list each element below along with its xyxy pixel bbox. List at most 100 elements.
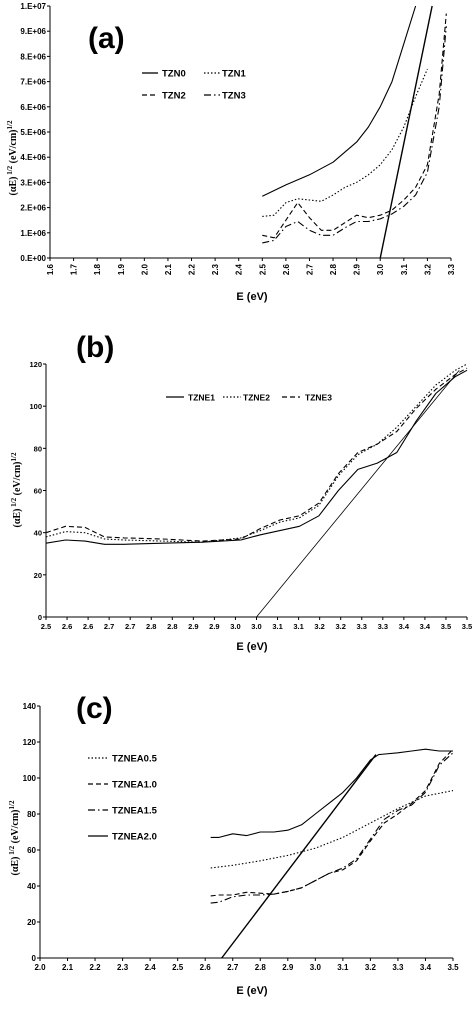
y-tick-label: 40	[34, 529, 42, 538]
x-tick-label: 3.4	[420, 622, 431, 631]
y-tick-label: 3.E+06	[20, 178, 46, 187]
legend-label: TZNEA0.5	[112, 754, 158, 765]
x-axis-label: E (eV)	[236, 641, 268, 653]
y-tick-label: 0	[32, 954, 37, 963]
y-tick-label: 0.E+00	[20, 254, 46, 263]
x-tick-label: 2.9	[209, 622, 219, 631]
x-tick-label: 3.0	[251, 622, 261, 631]
y-tick-label: 4.E+06	[20, 153, 46, 162]
x-tick-label: 2.1	[164, 263, 173, 275]
y-tick-label: 7.E+06	[20, 78, 46, 87]
legend-label: TZNE1	[188, 393, 215, 403]
series-line-TZN3	[262, 26, 447, 244]
panel-a: 0.E+00 1.E+06 2.E+06 3.E+06 4.E+06 5.E+06 6.E+…	[6, 2, 456, 303]
y-tick-label: 20	[34, 571, 42, 580]
x-tick-label: 2.0	[34, 963, 46, 972]
series-line-TZN2	[262, 13, 447, 239]
x-tick-label: 3.2	[314, 622, 324, 631]
y-tick-label: 60	[34, 487, 42, 496]
fit-line	[221, 754, 377, 959]
y-tick-label: 1.E+07	[20, 2, 46, 11]
y-tick-label: 40	[27, 882, 36, 891]
x-tick-label: 2.5	[258, 263, 267, 275]
panel-b: 0 20 40 60 80 100 120 2.5 2.6 2.6 2.7 2.7 2.8 2.8 2.9 2…	[10, 331, 472, 653]
x-tick-label: 2.7	[305, 263, 314, 275]
x-tick-label: 3.1	[293, 622, 303, 631]
y-axis-label-part: (eV/cm)	[10, 809, 21, 845]
x-tick-label: 3.1	[337, 963, 349, 972]
y-tick-label: 100	[23, 774, 37, 783]
x-tick-label: 2.9	[353, 263, 362, 275]
x-tick-label: 2.3	[117, 963, 129, 972]
y-tick-label: 0	[38, 613, 42, 622]
y-axis-label-superscript: 1/2	[10, 452, 18, 461]
x-tick-label: 3.2	[423, 263, 432, 275]
x-tick-label: 3.0	[376, 263, 385, 275]
fit-line	[379, 5, 433, 259]
x-tick-label: 1.7	[70, 263, 79, 275]
legend-label: TZNEA1.5	[112, 806, 158, 817]
x-tick-label: 3.3	[357, 622, 367, 631]
legend-label: TZN3	[222, 91, 246, 102]
x-tick-label: 1.9	[117, 263, 126, 275]
y-axis-label-part: (αE)	[10, 857, 21, 876]
x-tick-label: 3.1	[272, 622, 282, 631]
y-tick-label: 60	[27, 846, 36, 855]
x-tick-label: 3.5	[447, 963, 459, 972]
x-tick-label: 3.2	[335, 622, 345, 631]
x-tick-label: 3.2	[365, 963, 377, 972]
x-tick-label: 2.8	[329, 263, 338, 275]
y-axis-label-superscript: 1/2	[8, 845, 16, 856]
x-tick-label: 2.8	[167, 622, 177, 631]
x-tick-label: 2.0	[140, 263, 149, 275]
x-tick-label: 3.4	[420, 963, 432, 972]
y-tick-label: 9.E+06	[20, 27, 46, 36]
y-axis-label-superscript: 1/2	[6, 165, 14, 176]
series-line-TZNEA1.5	[210, 752, 454, 904]
x-tick-label: 2.8	[255, 963, 267, 972]
x-tick-label: 2.8	[146, 622, 156, 631]
panel-label: (c)	[76, 692, 113, 725]
x-tick-label: 2.1	[62, 963, 74, 972]
y-tick-label: 100	[29, 402, 42, 411]
fit-line	[256, 370, 460, 618]
y-axis-label-part: (eV/cm)	[8, 129, 19, 165]
series-line-TZNE3	[45, 367, 468, 542]
legend-label: TZNE3	[305, 393, 332, 403]
legend-label: TZN0	[162, 69, 186, 80]
x-tick-label: 3.5	[441, 622, 451, 631]
panel-label: (b)	[76, 331, 114, 364]
y-axis-label: (αE) 1/2 (eV/cm)1/2	[6, 120, 19, 195]
y-tick-label: 80	[27, 810, 36, 819]
x-tick-label: 3.3	[378, 622, 388, 631]
y-tick-label: 8.E+06	[20, 52, 46, 61]
x-tick-label: 2.9	[188, 622, 198, 631]
panel-c: 0 20 40 60 80 100 120 140 2.0 2.1 2.2 2.3 2.4 2.5 2.6 2…	[8, 692, 459, 997]
y-axis-label: (αE) 1/2 (eV/cm)1/2	[8, 800, 21, 875]
x-tick-label: 2.7	[104, 622, 114, 631]
x-tick-label: 2.4	[145, 963, 157, 972]
y-tick-label: 140	[23, 702, 37, 711]
x-tick-label: 2.7	[125, 622, 135, 631]
x-tick-label: 2.6	[200, 963, 212, 972]
y-axis-label-part: (eV/cm)	[12, 461, 23, 497]
x-tick-label: 3.4	[399, 622, 410, 631]
x-tick-label: 2.6	[83, 622, 93, 631]
x-tick-label: 2.9	[282, 963, 294, 972]
panel-label: (a)	[88, 22, 125, 55]
y-tick-label: 6.E+06	[20, 103, 46, 112]
y-axis-label-superscript: 1/2	[6, 120, 14, 129]
y-axis-label-part: (αE)	[8, 177, 19, 196]
y-axis-label-superscript: 1/2	[8, 800, 16, 809]
x-tick-label: 3.0	[230, 622, 240, 631]
x-tick-label: 2.4	[235, 263, 244, 275]
series-line-TZN0	[262, 5, 417, 197]
series-line-TZNEA2.0	[210, 748, 453, 838]
x-tick-label: 2.5	[41, 622, 51, 631]
series-line-TZNEA1.0	[210, 748, 454, 897]
x-tick-label: 3.5	[462, 622, 472, 631]
y-tick-label: 2.E+06	[20, 204, 46, 213]
x-tick-label: 1.8	[93, 263, 102, 275]
x-tick-label: 2.7	[227, 963, 239, 972]
